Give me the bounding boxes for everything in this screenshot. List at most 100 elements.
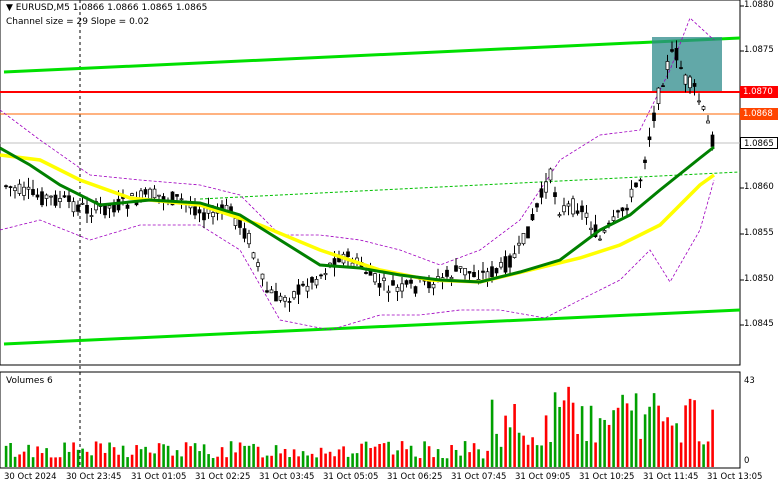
- volume-bar: [621, 394, 624, 467]
- candle-body: [157, 194, 161, 197]
- candle-body: [31, 189, 35, 195]
- volume-bar: [288, 457, 291, 467]
- volume-axis-max: 43: [744, 376, 755, 386]
- candle-body: [22, 186, 26, 196]
- candle-body: [49, 195, 53, 198]
- channel-upper-line[interactable]: [3, 36, 741, 74]
- channel-mid-line: [199, 171, 741, 200]
- volume-bar: [423, 441, 426, 467]
- volume-bar: [463, 441, 467, 467]
- volume-bar: [162, 444, 165, 467]
- volume-bar: [594, 442, 597, 467]
- volume-bar: [585, 441, 588, 467]
- candle-body: [269, 289, 274, 294]
- volume-bar: [378, 443, 381, 467]
- volume-bar: [297, 456, 300, 467]
- volume-bar: [265, 455, 269, 467]
- volume-bar: [486, 450, 489, 467]
- volume-bar: [315, 457, 318, 467]
- candle-body: [557, 214, 562, 217]
- candle-body: [287, 301, 292, 303]
- candle-body: [233, 218, 238, 226]
- candle-body: [40, 191, 44, 206]
- volume-bar: [99, 443, 102, 467]
- candle-body: [674, 48, 679, 61]
- candle-body: [197, 209, 202, 214]
- candle-body: [697, 100, 701, 103]
- candle-body: [638, 179, 643, 182]
- volume-bar: [405, 449, 408, 467]
- candle-body: [377, 283, 382, 288]
- volume-bar: [207, 454, 210, 467]
- candle-body: [62, 195, 67, 198]
- candle-body: [346, 251, 350, 257]
- volume-bar: [697, 441, 701, 467]
- envelope-bands: [0, 17, 715, 331]
- candle-body: [130, 193, 134, 197]
- volume-bar: [72, 442, 75, 467]
- candle-body: [292, 291, 296, 299]
- volume-bar: [351, 453, 354, 467]
- volume-bar: [144, 446, 147, 467]
- channel-lower-line[interactable]: [3, 308, 741, 346]
- candle-body: [242, 228, 247, 239]
- dropdown-triangle-icon[interactable]: ▼: [6, 3, 13, 13]
- volume-bar: [603, 419, 606, 467]
- volume-bar: [279, 453, 282, 467]
- candle-body: [67, 195, 71, 202]
- time-label: 31 Oct 03:45: [259, 472, 315, 482]
- volume-bar: [220, 447, 224, 467]
- volume-bar: [706, 441, 710, 467]
- price-axis-ticks: [740, 5, 744, 326]
- volume-bar: [112, 447, 116, 467]
- volume-bar: [490, 399, 494, 467]
- candle-body: [211, 212, 215, 218]
- candle-body: [395, 286, 400, 292]
- volume-bar: [580, 406, 584, 467]
- candle-body: [584, 212, 589, 218]
- volume-bar: [135, 445, 138, 467]
- candle-body: [512, 253, 517, 258]
- candle-body: [683, 74, 688, 85]
- candle-body: [710, 134, 715, 147]
- volume-bar: [81, 448, 84, 467]
- volume-bar: [495, 433, 498, 467]
- candle-body: [553, 192, 557, 197]
- price-tag-current: 1.0865: [740, 137, 778, 149]
- volume-bar: [4, 445, 8, 467]
- volume-bar: [193, 443, 197, 467]
- volume-bar: [337, 449, 341, 467]
- candle-body: [283, 297, 287, 302]
- volume-bar: [499, 446, 503, 467]
- candle-body: [386, 290, 391, 294]
- time-label: 30 Oct 23:45: [66, 472, 122, 482]
- time-label: 31 Oct 06:25: [387, 472, 443, 482]
- candle-body: [125, 204, 130, 209]
- candle-body: [296, 284, 301, 295]
- volume-bar: [175, 450, 179, 467]
- volume-bar: [364, 441, 368, 467]
- time-label: 31 Oct 11:45: [643, 472, 699, 482]
- candle-body: [89, 215, 94, 217]
- symbol-header: ▼ EURUSD,M5 1.0866 1.0866 1.0865 1.0865: [6, 3, 207, 13]
- candle-body: [107, 205, 112, 209]
- candle-body: [139, 190, 143, 199]
- candle-body: [566, 203, 571, 207]
- volume-bar: [301, 451, 305, 467]
- price-label: 1.0850: [744, 274, 774, 284]
- candle-body: [598, 238, 602, 241]
- candle-body: [76, 204, 80, 212]
- volume-bar: [693, 400, 696, 467]
- candle-body: [620, 207, 625, 212]
- candle-body: [458, 266, 463, 269]
- volume-bar: [616, 407, 620, 467]
- volume-bar: [216, 456, 219, 467]
- candle-body: [562, 205, 566, 213]
- volume-bar: [396, 450, 399, 467]
- candle-body: [202, 212, 206, 221]
- candle-body: [692, 83, 697, 87]
- volume-bar: [688, 398, 692, 467]
- candle-body: [634, 182, 638, 188]
- volume-bar: [238, 442, 242, 467]
